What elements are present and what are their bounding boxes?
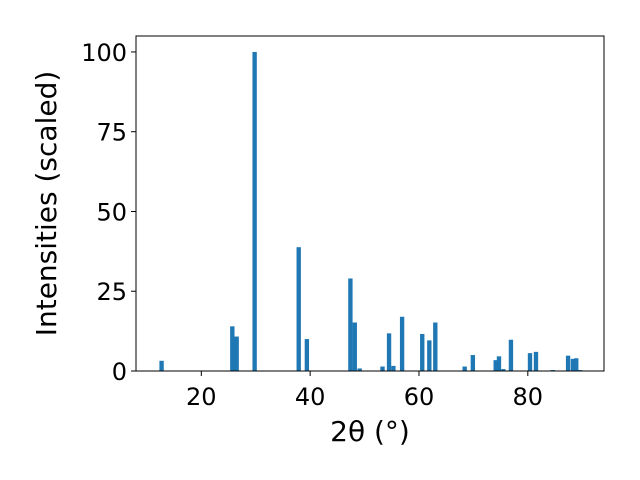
bar [380,366,385,371]
bar [574,358,579,371]
x-axis-ticks: 20 40 60 80 [186,371,543,411]
bar [462,366,467,371]
y-tick-label: 50 [96,198,127,226]
bar [493,360,498,371]
x-tick-label: 60 [404,383,435,411]
bar [501,369,506,371]
y-tick-label: 100 [81,39,127,67]
bar [496,356,502,371]
bar [159,360,164,371]
bar [420,333,425,371]
bar [352,322,357,371]
x-tick-label: 80 [513,383,544,411]
bar [399,316,405,371]
bar [391,365,396,371]
bar [230,326,235,371]
bar [570,358,576,371]
bar [433,322,438,371]
bars-group [159,51,583,371]
bar [427,340,432,371]
bar [470,355,476,371]
bar [296,247,301,371]
x-tick-label: 20 [186,383,217,411]
bar [565,355,571,371]
y-axis-label: Intensities (scaled) [30,71,63,337]
y-axis-ticks: 0 25 50 75 100 [81,39,136,386]
bar [234,336,239,371]
y-tick-label: 75 [96,119,127,147]
bar [533,351,539,371]
y-tick-label: 0 [112,358,127,386]
bar [348,278,353,371]
x-axis-label: 2θ (°) [330,415,410,448]
bar [527,353,533,371]
plot-frame [135,35,605,372]
bar [304,339,310,371]
x-tick-label: 40 [295,383,326,411]
bar [508,339,514,371]
bar [252,51,257,371]
bar [386,333,392,371]
y-tick-label: 25 [96,278,127,306]
bar [357,368,362,371]
